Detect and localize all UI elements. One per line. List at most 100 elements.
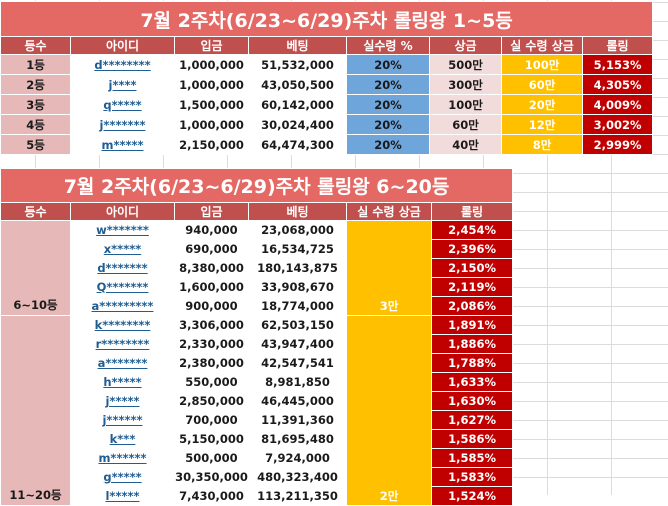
rolling-cell: 1,630% xyxy=(430,391,514,411)
rolling-cell: 1,633% xyxy=(430,372,514,392)
real-pct-cell: 20% xyxy=(346,114,430,135)
deposit-cell: 3,306,000 xyxy=(174,315,249,335)
top5-rolling-table: 7월 2주차(6/23~6/29)주차 롤링왕 1~5등 등수 아이디 입금 베… xyxy=(0,1,654,155)
rank-group-6-10: 6~10등 xyxy=(0,220,71,316)
prize-cell: 100만 xyxy=(429,94,502,115)
deposit-cell: 7,430,000 xyxy=(174,486,249,506)
rolling-cell: 1,524% xyxy=(430,486,514,506)
real-pct-cell: 20% xyxy=(346,74,430,95)
deposit-cell: 2,330,000 xyxy=(174,334,249,354)
deposit-cell: 1,000,000 xyxy=(174,114,249,135)
table-row: 3등 q***** 1,500,000 60,142,000 20% 100만 … xyxy=(0,94,654,115)
rolling-cell: 2,396% xyxy=(430,239,514,259)
user-id-link[interactable]: j******* xyxy=(70,114,175,135)
user-id-link[interactable]: l***** xyxy=(70,486,175,506)
table-row: 6~10등 w******* 940,000 23,068,000 3만 2,4… xyxy=(0,220,514,316)
deposit-cell: 500,000 xyxy=(174,448,249,468)
user-id-link[interactable]: g***** xyxy=(70,467,175,487)
rolling-cell: 2,119% xyxy=(430,277,514,297)
bet-cell: 42,547,541 xyxy=(248,353,347,373)
rolling-cell: 2,999% xyxy=(581,134,654,155)
user-id-link[interactable]: j***** xyxy=(70,391,175,411)
deposit-cell: 5,150,000 xyxy=(174,429,249,449)
rank6-20-rolling-table: 7월 2주차(6/23~6/29)주차 롤링왕 6~20등 등수 아이디 입금 … xyxy=(0,168,514,506)
bet-cell: 16,534,725 xyxy=(248,239,347,259)
rank-cell: 2등 xyxy=(0,74,71,95)
user-id-link[interactable]: q***** xyxy=(70,94,175,115)
user-id-link[interactable]: k******** xyxy=(70,315,175,335)
real-prize-cell: 8만 xyxy=(501,134,583,155)
header-real-prize: 실 수령 상금 xyxy=(501,36,583,55)
bet-cell: 180,143,875 xyxy=(248,258,347,278)
user-id-link[interactable]: k*** xyxy=(70,429,175,449)
real-prize-cell: 60만 xyxy=(501,74,583,95)
real-prize-group-11-20: 2만 xyxy=(346,315,432,506)
real-pct-cell: 20% xyxy=(346,134,430,155)
rolling-cell: 4,305% xyxy=(581,74,654,95)
table-row: m****** 500,000 7,924,000 1,585% xyxy=(1,448,514,468)
header-real-pct: 실수령 % xyxy=(346,36,430,55)
table-row: 5등 m***** 2,150,000 64,474,300 20% 40만 8… xyxy=(0,134,654,155)
bet-cell: 33,908,670 xyxy=(248,277,347,297)
real-prize-cell: 20만 xyxy=(501,94,583,115)
deposit-cell: 2,380,000 xyxy=(174,353,249,373)
user-id-link[interactable]: Q******* xyxy=(70,277,175,297)
user-id-link[interactable]: w******* xyxy=(70,220,175,240)
deposit-cell: 690,000 xyxy=(174,239,249,259)
table-row: r******** 2,330,000 43,947,400 1,886% xyxy=(1,334,514,354)
user-id-link[interactable]: a********* xyxy=(70,296,175,316)
user-id-link[interactable]: d******* xyxy=(70,258,175,278)
rolling-cell: 1,886% xyxy=(430,334,514,354)
deposit-cell: 1,600,000 xyxy=(174,277,249,297)
rolling-cell: 1,585% xyxy=(430,448,514,468)
header-real-prize: 실 수령 상금 xyxy=(346,202,432,221)
deposit-cell: 1,500,000 xyxy=(174,94,249,115)
user-id-link[interactable]: d******** xyxy=(70,54,175,75)
rank-cell: 1등 xyxy=(0,54,71,75)
table-row: j****** 700,000 11,391,360 1,627% xyxy=(1,410,514,430)
table-row: j***** 2,850,000 46,445,000 1,630% xyxy=(1,391,514,411)
bet-cell: 11,391,360 xyxy=(248,410,347,430)
deposit-cell: 1,000,000 xyxy=(174,54,249,75)
deposit-cell: 30,350,000 xyxy=(174,467,249,487)
deposit-cell: 700,000 xyxy=(174,410,249,430)
table-row: 1등 d******** 1,000,000 51,532,000 20% 50… xyxy=(0,54,654,75)
header-bet: 베팅 xyxy=(248,202,347,221)
table-row: 2등 j**** 1,000,000 43,050,500 20% 300만 6… xyxy=(0,74,654,95)
user-id-link[interactable]: h***** xyxy=(70,372,175,392)
header-rolling: 롤링 xyxy=(430,202,514,221)
table-row: 11~20등 k******** 3,306,000 62,503,150 2만… xyxy=(0,315,514,506)
user-id-link[interactable]: a******* xyxy=(70,353,175,373)
table-row: a********* 900,000 18,774,000 2,086% xyxy=(1,296,514,316)
rank-cell: 5등 xyxy=(0,134,71,155)
bet-cell: 18,774,000 xyxy=(248,296,347,316)
bet-cell: 480,323,400 xyxy=(248,467,347,487)
deposit-cell: 2,150,000 xyxy=(174,134,249,155)
user-id-link[interactable]: j**** xyxy=(70,74,175,95)
user-id-link[interactable]: m****** xyxy=(70,448,175,468)
bet-cell: 46,445,000 xyxy=(248,391,347,411)
user-id-link[interactable]: r******** xyxy=(70,334,175,354)
table-row: d******* 8,380,000 180,143,875 2,150% xyxy=(1,258,514,278)
rolling-cell: 2,086% xyxy=(430,296,514,316)
user-id-link[interactable]: x***** xyxy=(70,239,175,259)
rolling-cell: 3,002% xyxy=(581,114,654,135)
table-row: k*** 5,150,000 81,695,480 1,586% xyxy=(1,429,514,449)
bet-cell: 62,503,150 xyxy=(248,315,347,335)
rolling-cell: 4,009% xyxy=(581,94,654,115)
bet-cell: 7,924,000 xyxy=(248,448,347,468)
table-row: a******* 2,380,000 42,547,541 1,788% xyxy=(1,353,514,373)
bet-cell: 43,050,500 xyxy=(248,74,347,95)
table-row: h***** 550,000 8,981,850 1,633% xyxy=(1,372,514,392)
user-id-link[interactable]: j****** xyxy=(70,410,175,430)
real-pct-cell: 20% xyxy=(346,54,430,75)
real-prize-group-6-10: 3만 xyxy=(346,220,432,316)
rank-cell: 3등 xyxy=(0,94,71,115)
user-id-link[interactable]: m***** xyxy=(70,134,175,155)
deposit-cell: 940,000 xyxy=(174,220,249,240)
bet-cell: 81,695,480 xyxy=(248,429,347,449)
rolling-cell: 2,454% xyxy=(430,220,514,240)
rank-cell: 4등 xyxy=(0,114,71,135)
rolling-cell: 1,583% xyxy=(430,467,514,487)
deposit-cell: 8,380,000 xyxy=(174,258,249,278)
